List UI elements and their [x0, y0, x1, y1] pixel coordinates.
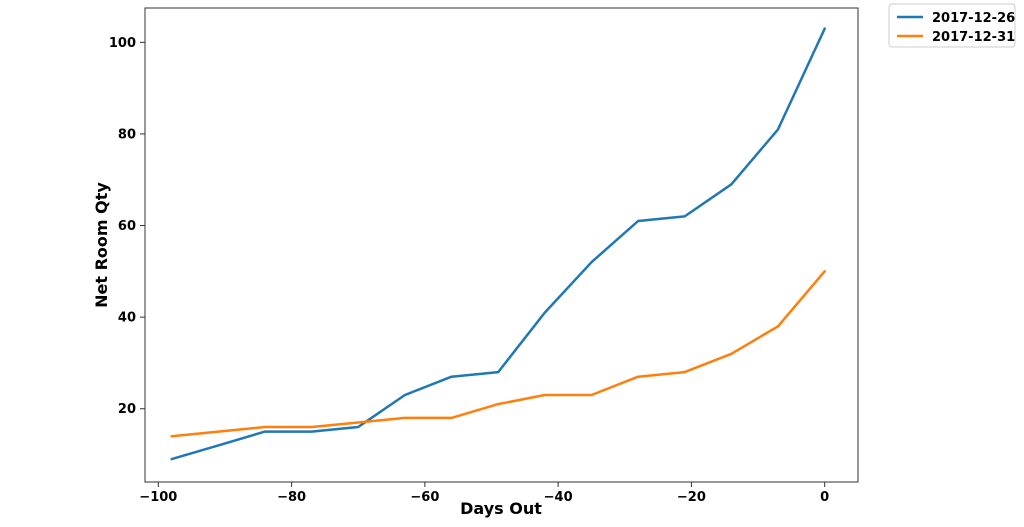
plot-area: [144, 7, 859, 483]
y-axis-ticks: 20 40 60 80 100: [109, 36, 145, 417]
x-axis-title: Days Out: [460, 499, 542, 518]
series-line-1: [170, 27, 826, 461]
x-axis-ticks: −100 −80 −60 −40 −20 0: [139, 482, 829, 505]
series-lines: [170, 27, 826, 461]
y-tick-label: 40: [118, 311, 136, 326]
x-tick-label: −60: [410, 490, 439, 505]
y-tick-label: 100: [109, 36, 136, 51]
x-tick-label: −20: [677, 490, 706, 505]
legend-label-series-1: 2017-12-26: [932, 11, 1015, 26]
x-tick-label: −80: [277, 490, 306, 505]
x-tick-label: 0: [820, 490, 829, 505]
y-tick-label: 80: [118, 127, 136, 142]
x-tick-label: −100: [139, 490, 177, 505]
legend: 2017-12-26 2017-12-31: [888, 3, 1016, 48]
legend-label-series-2: 2017-12-31: [932, 30, 1015, 45]
x-tick-label: −40: [544, 490, 573, 505]
y-tick-label: 60: [118, 219, 136, 234]
y-tick-label: 20: [118, 402, 136, 417]
y-axis-title: Net Room Qty: [92, 182, 111, 308]
series-line-2: [170, 270, 826, 438]
